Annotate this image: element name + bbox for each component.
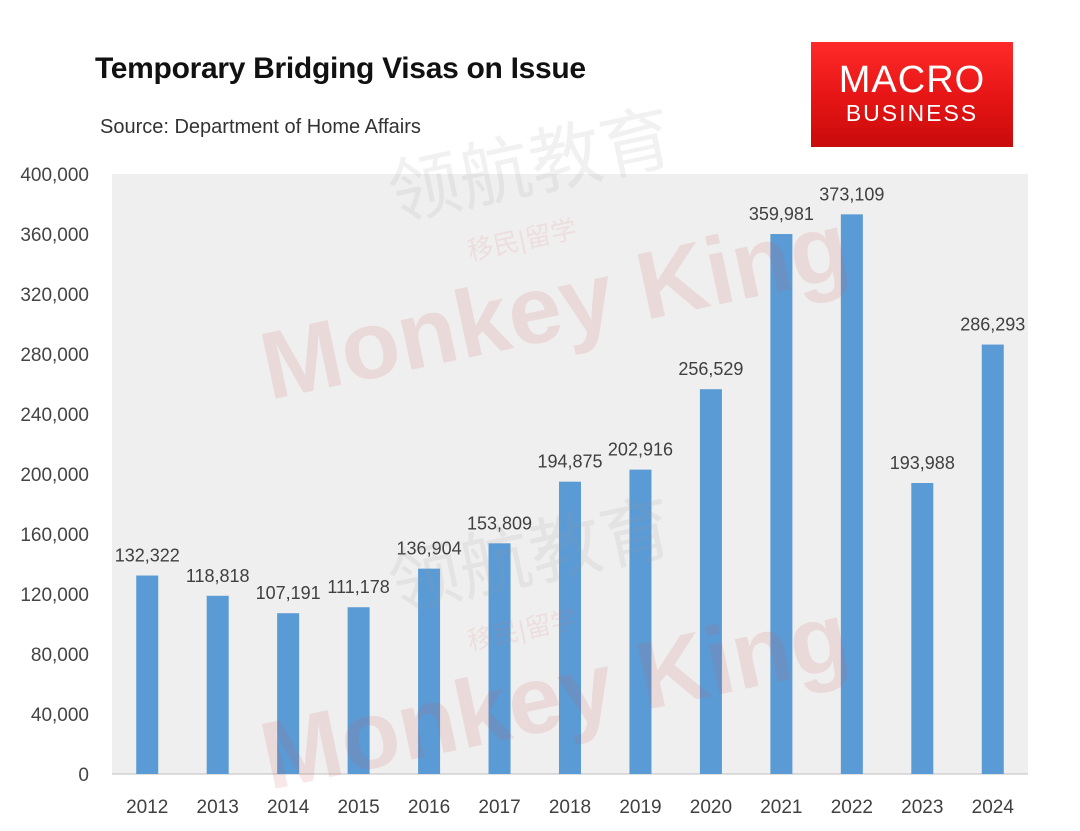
bar-2013 (206, 595, 229, 774)
y-tick-label: 40,000 (31, 705, 89, 726)
bar-2014 (277, 613, 300, 774)
data-label: 359,981 (749, 204, 814, 224)
y-tick-label: 160,000 (20, 525, 89, 546)
x-tick-label: 2018 (549, 797, 591, 818)
y-tick-label: 80,000 (31, 645, 89, 666)
data-label: 193,988 (890, 453, 955, 473)
bar-2022 (840, 214, 863, 775)
data-label: 202,916 (608, 440, 673, 460)
x-tick-label: 2012 (126, 797, 168, 818)
bar-2012 (136, 575, 159, 774)
x-tick-label: 2023 (901, 797, 943, 818)
y-tick-label: 240,000 (20, 405, 89, 426)
x-tick-label: 2013 (197, 797, 239, 818)
data-label: 373,109 (819, 184, 884, 204)
bar-2016 (418, 568, 441, 774)
x-tick-label: 2015 (337, 797, 379, 818)
chart-title: Temporary Bridging Visas on Issue (95, 52, 586, 85)
y-tick-label: 280,000 (20, 345, 89, 366)
bar-2017 (488, 543, 511, 774)
data-label: 132,322 (115, 546, 180, 566)
data-label: 136,904 (397, 539, 462, 559)
bar-2015 (347, 607, 370, 774)
x-tick-label: 2016 (408, 797, 450, 818)
y-tick-label: 320,000 (20, 285, 89, 306)
x-tick-label: 2022 (831, 797, 873, 818)
logo-line-2: BUSINESS (845, 100, 979, 126)
data-label: 153,809 (467, 513, 532, 533)
y-tick-label: 360,000 (20, 225, 89, 246)
data-label: 107,191 (256, 583, 321, 603)
bar-2023 (911, 483, 934, 774)
chart-marks: 0 40,000 80,000 120,000 160,000 200,000 240,00… (20, 165, 1028, 818)
y-tick-label: 200,000 (20, 465, 89, 486)
bar-2020 (699, 389, 722, 774)
x-tick-label: 2014 (267, 797, 310, 818)
logo-line-1: MACRO (838, 59, 986, 101)
data-label: 286,293 (960, 315, 1025, 335)
data-label: 111,178 (327, 577, 389, 597)
x-tick-label: 2017 (478, 797, 520, 818)
data-label: 118,818 (186, 566, 250, 586)
bar-2019 (629, 469, 652, 774)
bar-2018 (559, 481, 581, 774)
y-tick-label: 120,000 (20, 585, 89, 606)
macro-business-logo: MACRO BUSINESS (811, 42, 1013, 147)
data-label: 256,529 (678, 359, 743, 379)
x-tick-label: 2021 (760, 797, 802, 818)
data-label: 194,875 (537, 452, 602, 472)
y-tick-label: 400,000 (20, 165, 89, 186)
chart-subtitle: Source: Department of Home Affairs (100, 116, 421, 138)
x-tick-label: 2024 (972, 797, 1015, 818)
y-tick-label: 0 (78, 765, 89, 786)
bar-2021 (770, 234, 793, 774)
bar-2024 (981, 344, 1004, 774)
x-tick-label: 2019 (619, 797, 661, 818)
x-tick-label: 2020 (690, 797, 732, 818)
